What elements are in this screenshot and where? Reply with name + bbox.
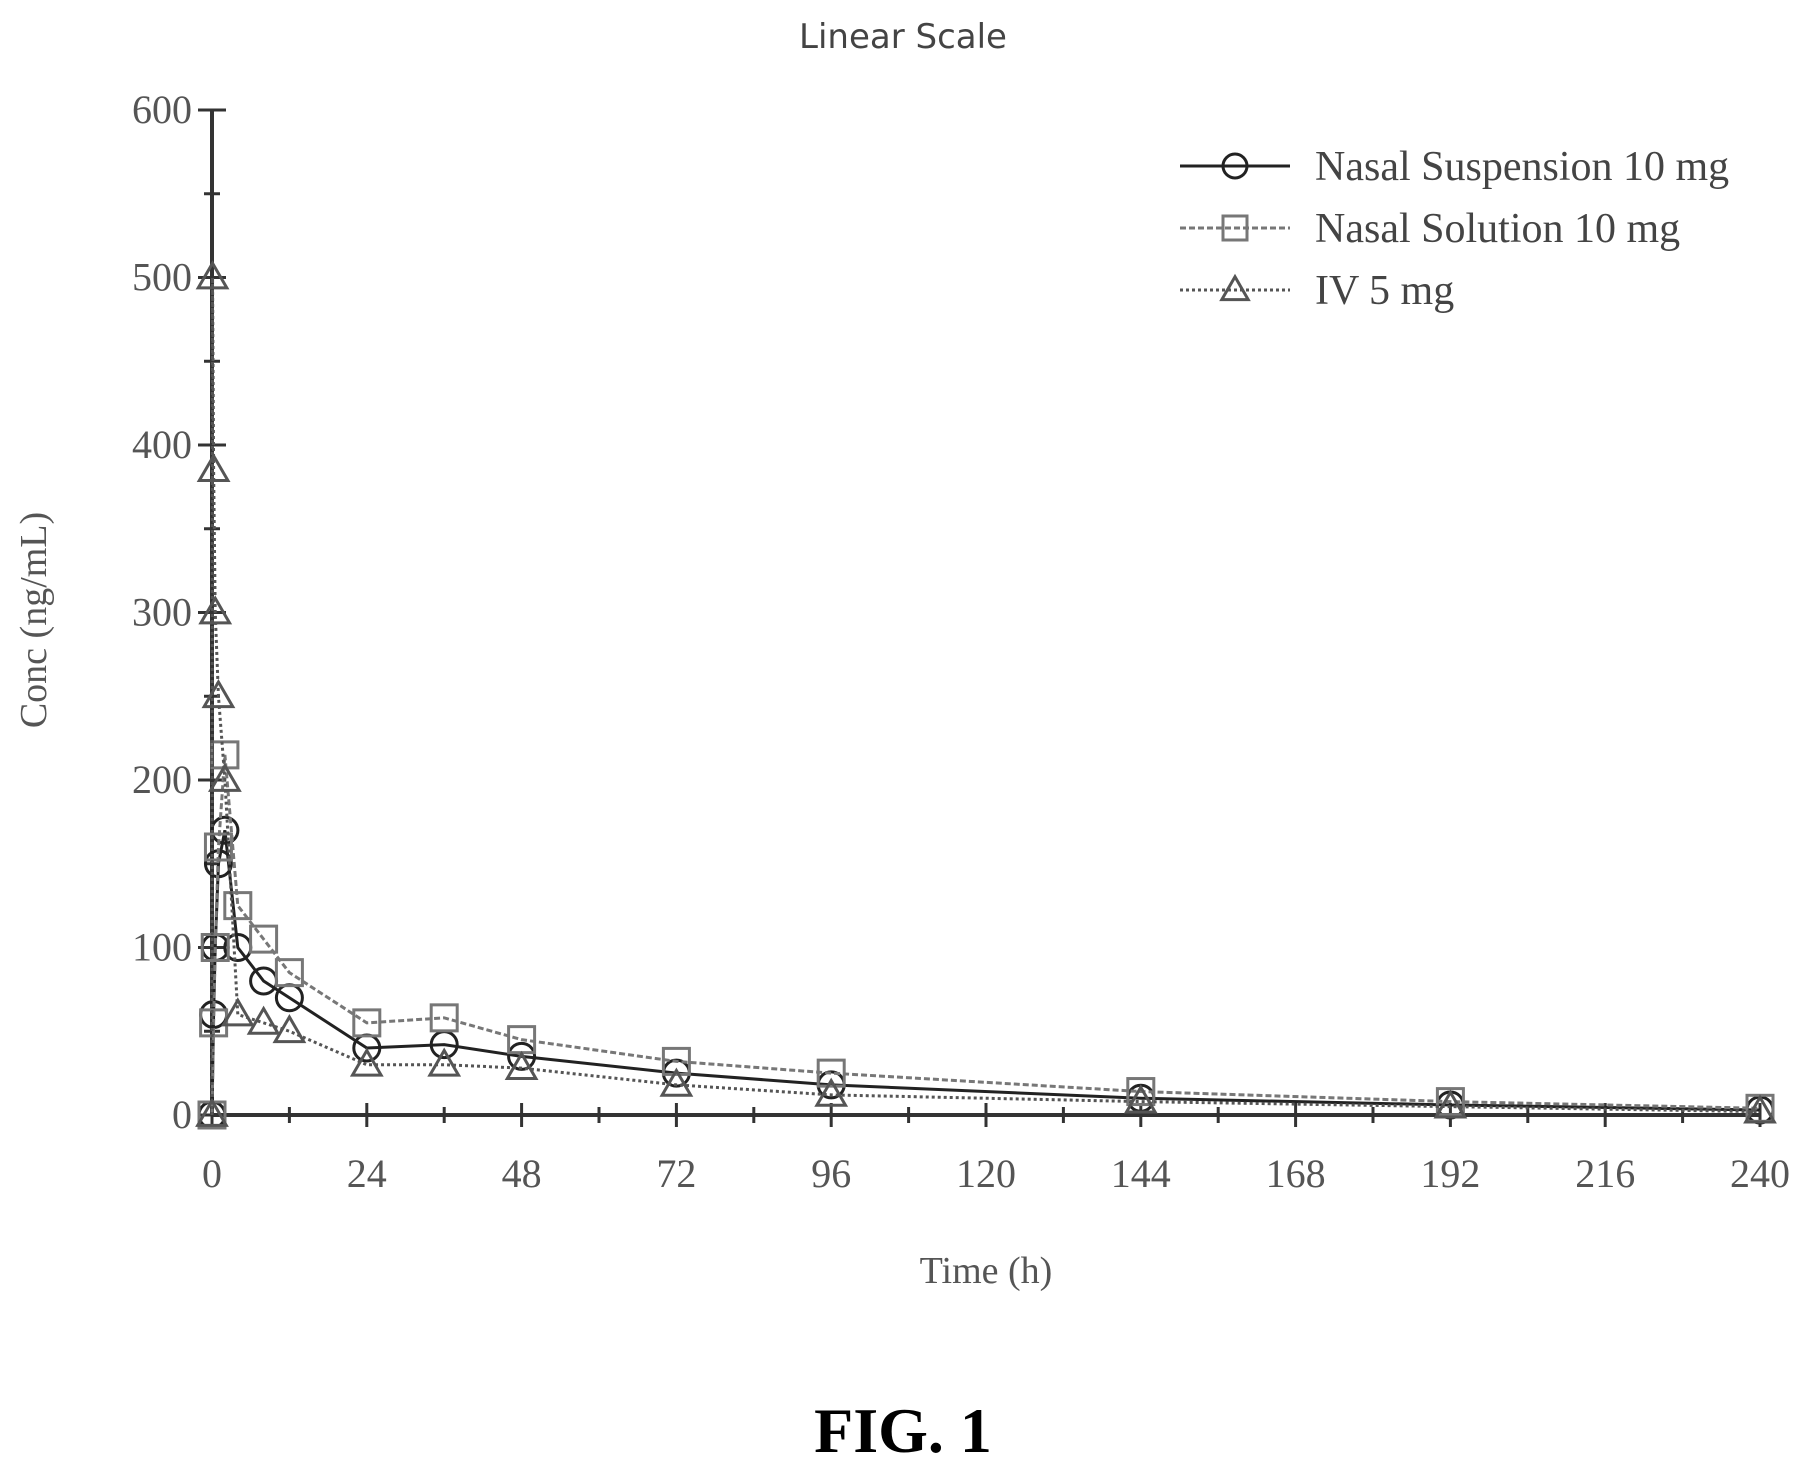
- data-point-square: [203, 832, 233, 862]
- data-point-triangle: [196, 452, 231, 483]
- data-point-triangle: [195, 260, 230, 290]
- data-point-triangle: [272, 1013, 307, 1044]
- x-tick-label: 240: [1730, 1151, 1790, 1196]
- series-layer: [195, 260, 1777, 1130]
- x-tick-label: 192: [1420, 1151, 1480, 1196]
- data-point-square: [1221, 214, 1249, 242]
- data-point-triangle: [246, 1005, 281, 1035]
- data-point-triangle: [220, 997, 255, 1027]
- x-tick-label: 120: [956, 1151, 1016, 1196]
- data-point-triangle: [1743, 1094, 1777, 1124]
- x-tick-label: 144: [1111, 1151, 1171, 1196]
- data-point-triangle: [207, 762, 242, 792]
- y-tick-label: 600: [132, 87, 192, 132]
- data-point-square: [1126, 1077, 1156, 1107]
- chart-title: Linear Scale: [799, 17, 1007, 57]
- data-point-triangle: [814, 1077, 849, 1107]
- data-point-square: [249, 924, 279, 954]
- data-point-triangle: [659, 1067, 694, 1097]
- y-tick-label: 100: [132, 925, 192, 970]
- y-axis-label: Conc (ng/mL): [13, 512, 55, 728]
- data-point-square: [816, 1058, 846, 1088]
- legend-label: Nasal Solution 10 mg: [1315, 206, 1680, 252]
- data-point-square: [223, 891, 253, 921]
- data-point-square: [1435, 1087, 1465, 1117]
- series-line: [210, 277, 1761, 1116]
- y-tick-label: 400: [132, 422, 192, 467]
- legend-label: IV 5 mg: [1315, 268, 1454, 314]
- data-point-triangle: [504, 1050, 539, 1080]
- figure-caption: FIG. 1: [814, 1395, 992, 1466]
- data-point-square: [274, 958, 304, 988]
- data-point-triangle: [349, 1047, 384, 1077]
- data-point-square: [661, 1046, 691, 1076]
- legend-label: Nasal Suspension 10 mg: [1315, 144, 1729, 190]
- data-point-triangle: [198, 595, 233, 625]
- series-circle: [197, 815, 1775, 1130]
- x-tick-label: 168: [1266, 1151, 1326, 1196]
- y-tick-label: 0: [172, 1092, 192, 1137]
- y-tick-label: 300: [132, 590, 192, 635]
- series-line: [210, 829, 1761, 1116]
- data-point-triangle: [1433, 1089, 1468, 1119]
- data-point-square: [200, 933, 230, 962]
- y-tick-label: 200: [132, 757, 192, 802]
- legend: Nasal Suspension 10 mg Nasal Solution 10 …: [1180, 144, 1729, 314]
- x-tick-label: 72: [656, 1151, 696, 1196]
- series-triangle: [195, 260, 1777, 1127]
- data-point-triangle: [1219, 273, 1251, 302]
- x-axis-ticks: 0 24 48 72 96 120 144 168 192 216 240: [202, 1103, 1790, 1196]
- x-tick-label: 216: [1575, 1151, 1635, 1196]
- data-point-circle: [1221, 152, 1249, 180]
- data-point-square: [429, 1003, 459, 1033]
- data-point-square: [199, 1008, 229, 1038]
- x-axis-label: Time (h): [920, 1250, 1053, 1292]
- data-point-triangle: [195, 1097, 229, 1127]
- x-tick-label: 96: [811, 1151, 851, 1196]
- series-line: [210, 754, 1761, 1116]
- data-point-square: [352, 1008, 382, 1038]
- x-tick-label: 0: [202, 1151, 222, 1196]
- x-tick-label: 48: [502, 1151, 542, 1196]
- data-point-triangle: [201, 678, 236, 709]
- data-point-triangle: [1123, 1084, 1158, 1114]
- data-point-triangle: [427, 1047, 462, 1077]
- series-square: [197, 740, 1775, 1130]
- y-tick-label: 500: [132, 255, 192, 300]
- x-tick-label: 24: [347, 1151, 387, 1196]
- plot-area: 0 100 200 300 400 500 600 0 24 48 72 96 120 144 168 19…: [132, 87, 1790, 1196]
